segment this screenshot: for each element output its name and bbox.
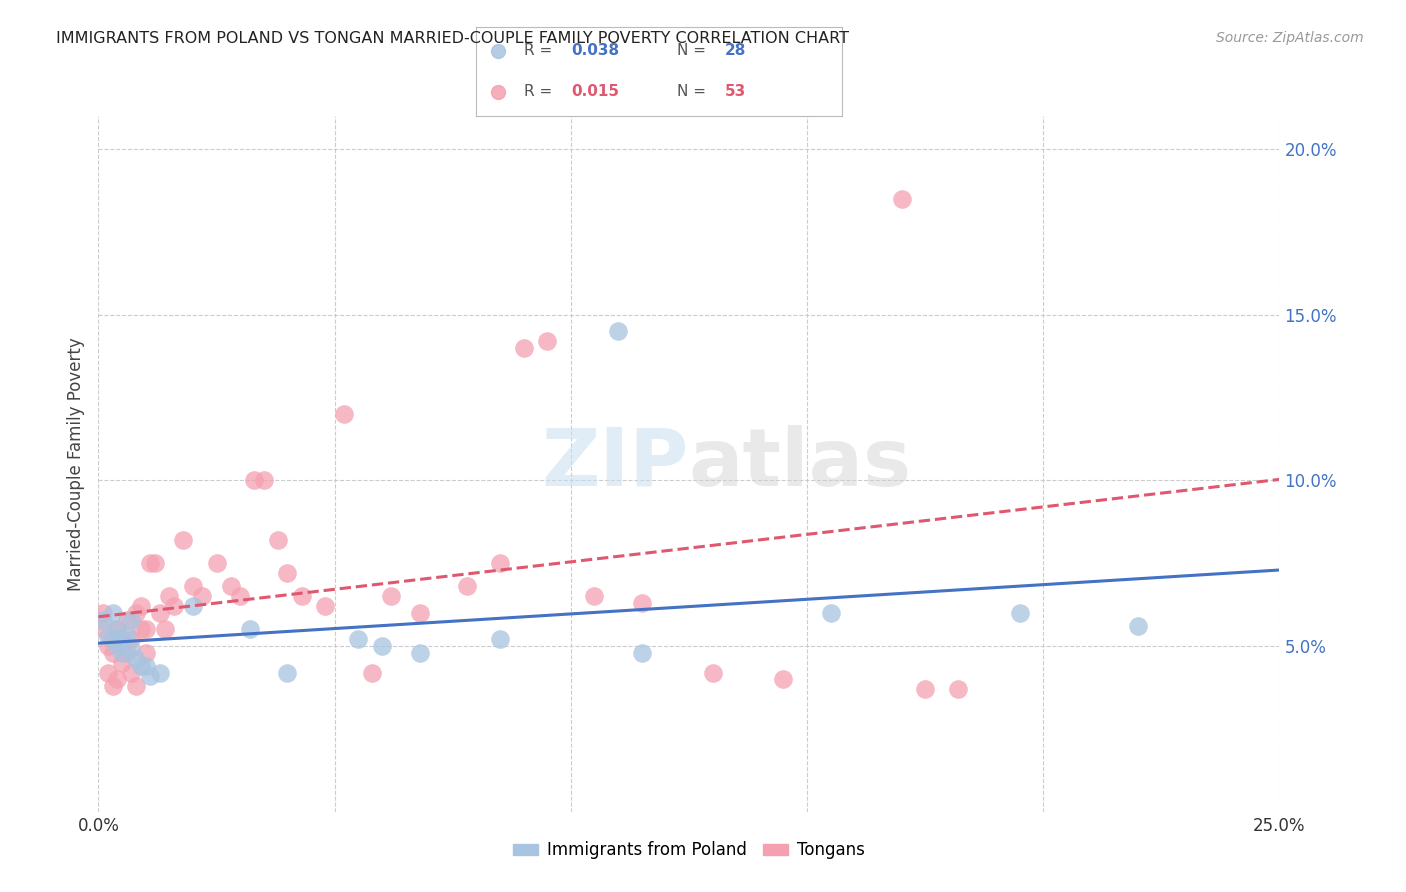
Point xyxy=(121,632,143,647)
Legend: Immigrants from Poland, Tongans: Immigrants from Poland, Tongans xyxy=(506,835,872,866)
Text: ZIP: ZIP xyxy=(541,425,689,503)
Point xyxy=(149,606,172,620)
Point xyxy=(229,590,252,604)
Point xyxy=(239,623,262,637)
Point xyxy=(772,672,794,686)
Point xyxy=(135,646,157,660)
Point xyxy=(129,599,152,614)
Text: N =: N = xyxy=(678,85,711,99)
Point xyxy=(101,679,124,693)
Point xyxy=(149,665,172,680)
Point xyxy=(630,596,652,610)
Point xyxy=(512,341,534,355)
Point xyxy=(101,606,124,620)
Point xyxy=(121,642,143,657)
Point xyxy=(115,646,138,660)
Point xyxy=(115,613,138,627)
Point xyxy=(111,656,134,670)
Point xyxy=(125,606,148,620)
Point xyxy=(163,599,186,614)
Text: 0.038: 0.038 xyxy=(571,44,620,58)
Y-axis label: Married-Couple Family Poverty: Married-Couple Family Poverty xyxy=(66,337,84,591)
Point xyxy=(948,682,970,697)
Point xyxy=(97,665,120,680)
Point xyxy=(91,613,114,627)
Point xyxy=(105,672,128,686)
Point xyxy=(290,590,312,604)
Text: atlas: atlas xyxy=(689,425,912,503)
Point xyxy=(456,579,478,593)
Point xyxy=(105,623,128,637)
Point xyxy=(702,665,724,680)
Point xyxy=(172,533,194,547)
Point xyxy=(91,606,114,620)
Point xyxy=(121,665,143,680)
Point xyxy=(314,599,336,614)
Point xyxy=(1126,619,1149,633)
Point xyxy=(139,556,162,570)
Point xyxy=(125,652,148,666)
Point xyxy=(253,474,276,488)
Point xyxy=(97,629,120,643)
Point xyxy=(914,682,936,697)
Text: Source: ZipAtlas.com: Source: ZipAtlas.com xyxy=(1216,31,1364,45)
Point xyxy=(125,679,148,693)
Point xyxy=(489,556,512,570)
Point xyxy=(486,85,509,99)
Text: N =: N = xyxy=(678,44,711,58)
Point xyxy=(890,192,912,206)
Point xyxy=(371,639,394,653)
Text: R =: R = xyxy=(524,85,557,99)
Point xyxy=(101,646,124,660)
Point xyxy=(630,646,652,660)
Text: 53: 53 xyxy=(725,85,747,99)
Point xyxy=(91,623,114,637)
Point xyxy=(157,590,180,604)
Point xyxy=(97,639,120,653)
Text: 0.015: 0.015 xyxy=(571,85,620,99)
Point xyxy=(489,632,512,647)
Point xyxy=(361,665,384,680)
Point xyxy=(135,659,157,673)
Point xyxy=(276,665,298,680)
Point xyxy=(153,623,176,637)
Point xyxy=(333,407,356,421)
Point xyxy=(129,659,152,673)
Point xyxy=(111,632,134,647)
Point xyxy=(820,606,842,620)
Point xyxy=(115,629,138,643)
Point xyxy=(105,639,128,653)
Point xyxy=(139,669,162,683)
Point xyxy=(121,613,143,627)
Point xyxy=(408,606,430,620)
Point xyxy=(607,324,630,338)
Point xyxy=(105,623,128,637)
Point xyxy=(219,579,242,593)
Point xyxy=(181,579,204,593)
Point xyxy=(191,590,214,604)
Text: R =: R = xyxy=(524,44,557,58)
Point xyxy=(267,533,290,547)
Point xyxy=(135,623,157,637)
Point xyxy=(243,474,266,488)
Point xyxy=(129,623,152,637)
Text: IMMIGRANTS FROM POLAND VS TONGAN MARRIED-COUPLE FAMILY POVERTY CORRELATION CHART: IMMIGRANTS FROM POLAND VS TONGAN MARRIED… xyxy=(56,31,849,46)
Point xyxy=(143,556,166,570)
Point xyxy=(583,590,606,604)
Point xyxy=(205,556,228,570)
Point xyxy=(111,646,134,660)
Point xyxy=(181,599,204,614)
Point xyxy=(347,632,370,647)
Point xyxy=(276,566,298,581)
Point xyxy=(486,44,509,58)
Point xyxy=(111,632,134,647)
Text: 28: 28 xyxy=(725,44,747,58)
Point xyxy=(536,334,558,349)
Point xyxy=(101,632,124,647)
Point xyxy=(380,590,402,604)
Point xyxy=(1008,606,1031,620)
Point xyxy=(408,646,430,660)
